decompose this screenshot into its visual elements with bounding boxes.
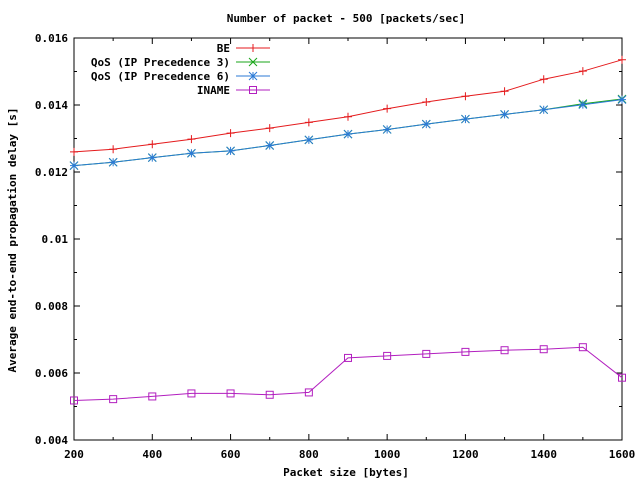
legend-label: QoS (IP Precedence 3) xyxy=(91,56,230,69)
y-tick-label: 0.008 xyxy=(35,300,68,313)
series-line xyxy=(73,346,623,401)
data-point xyxy=(618,55,626,64)
x-tick-label: 600 xyxy=(221,448,241,461)
data-point xyxy=(344,353,352,362)
data-point xyxy=(421,119,431,129)
data-point xyxy=(187,389,196,398)
data-point xyxy=(578,67,587,76)
y-tick-label: 0.01 xyxy=(42,233,69,246)
x-axis: 200 400 600 800 1000 1200 1400 1600 xyxy=(64,38,635,461)
legend-marker xyxy=(248,71,258,81)
data-point xyxy=(539,75,548,84)
data-point xyxy=(147,153,157,162)
data-point xyxy=(265,124,274,133)
data-point xyxy=(500,110,509,119)
y-tick-label: 0.004 xyxy=(35,434,68,447)
data-point xyxy=(539,105,549,115)
data-point xyxy=(108,157,118,167)
legend-marker xyxy=(249,44,257,52)
x-tick-label: 400 xyxy=(142,448,162,461)
legend-label: QoS (IP Precedence 6) xyxy=(91,70,230,83)
data-point xyxy=(539,345,548,354)
data-point xyxy=(383,104,392,113)
y-axis-label: Average end-to-end propagation delay [s] xyxy=(6,108,19,373)
y-axis: 0.004 0.006 0.008 0.01 0.012 0.014 0.016 xyxy=(35,32,622,447)
series-layer xyxy=(69,55,627,405)
data-point xyxy=(578,100,588,110)
data-point xyxy=(226,389,235,398)
y-tick-label: 0.012 xyxy=(35,166,68,179)
data-point xyxy=(70,147,78,156)
x-tick-label: 1200 xyxy=(452,448,479,461)
data-point xyxy=(187,148,196,158)
data-point xyxy=(187,135,196,144)
data-point xyxy=(618,373,626,382)
plot-frame xyxy=(73,37,623,441)
data-point xyxy=(461,114,470,124)
data-point xyxy=(500,346,509,355)
data-point xyxy=(304,388,313,397)
data-point xyxy=(109,145,118,154)
data-point xyxy=(382,125,392,134)
data-point xyxy=(265,141,275,150)
y-tick-label: 0.014 xyxy=(35,99,68,112)
x-axis-label: Packet size [bytes] xyxy=(283,466,409,479)
series-0 xyxy=(70,55,626,156)
y-tick-label: 0.016 xyxy=(35,32,68,45)
data-point xyxy=(265,390,274,399)
data-point xyxy=(69,161,79,170)
series-3 xyxy=(70,343,626,405)
x-tick-label: 1400 xyxy=(530,448,557,461)
y-tick-label: 0.006 xyxy=(35,367,68,380)
data-point xyxy=(383,351,392,360)
legend-marker xyxy=(249,86,257,94)
chart-title: Number of packet - 500 [packets/sec] xyxy=(227,12,465,25)
legend-label: INAME xyxy=(197,84,230,97)
data-point xyxy=(70,396,78,405)
data-point xyxy=(148,140,157,149)
data-point xyxy=(578,343,587,352)
data-point xyxy=(226,146,235,156)
x-tick-label: 800 xyxy=(299,448,319,461)
x-tick-label: 200 xyxy=(64,448,84,461)
data-point xyxy=(304,118,313,127)
data-point xyxy=(461,92,470,101)
series-2 xyxy=(69,95,627,170)
plot-border xyxy=(73,37,623,441)
data-point xyxy=(617,95,627,104)
data-point xyxy=(343,129,353,139)
data-point xyxy=(226,129,235,138)
data-point xyxy=(500,87,509,96)
x-tick-label: 1000 xyxy=(374,448,401,461)
data-point xyxy=(109,395,118,404)
data-point xyxy=(148,392,157,401)
data-point xyxy=(461,347,470,356)
data-point xyxy=(422,349,431,358)
legend-marker xyxy=(248,57,258,67)
x-tick-label: 1600 xyxy=(609,448,636,461)
data-point xyxy=(304,135,314,145)
data-point xyxy=(344,112,352,121)
legend-label: BE xyxy=(217,42,230,55)
data-point xyxy=(422,97,431,106)
